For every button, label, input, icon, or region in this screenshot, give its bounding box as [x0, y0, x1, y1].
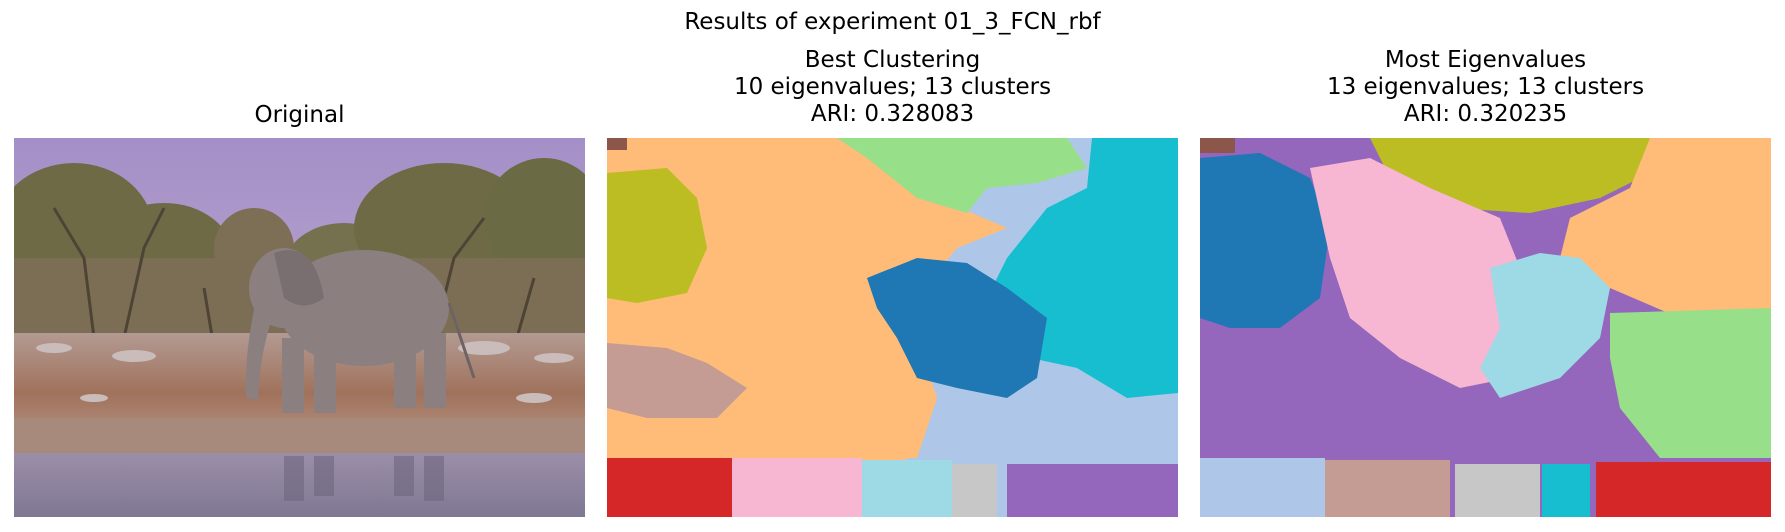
cluster-green — [837, 138, 1087, 213]
cluster-orange — [1560, 138, 1771, 318]
cluster-tan — [607, 343, 747, 418]
cluster-blue — [867, 258, 1047, 398]
cluster-gray — [952, 464, 997, 517]
cluster-red — [1596, 462, 1771, 517]
cluster-pink — [1310, 158, 1530, 388]
cluster-orange — [607, 138, 1007, 517]
gravel-band — [14, 418, 585, 453]
cluster-lightblue — [1200, 458, 1325, 517]
cluster-brown — [607, 138, 627, 150]
cluster-tan — [1325, 460, 1450, 517]
cluster-pink — [732, 458, 862, 517]
cluster-blue — [1200, 153, 1330, 328]
elephant-reflection — [284, 456, 444, 501]
cluster-paleblue — [862, 460, 952, 517]
cluster-cyan — [1542, 464, 1590, 517]
cluster-brown — [1200, 138, 1235, 153]
panel-best-title-line-3: ARI: 0.328083 — [810, 101, 975, 127]
best-clustering-image — [607, 138, 1178, 517]
panel-most-title-line-3: ARI: 0.320235 — [1403, 101, 1568, 127]
most-eigenvalues-canvas — [1200, 138, 1771, 517]
panel-most-title-line-1: Most Eigenvalues — [1384, 47, 1587, 73]
panel-best-title-line-2: 10 eigenvalues; 13 clusters — [733, 74, 1052, 100]
panel-original-title: Original — [14, 102, 585, 129]
cluster-red — [607, 458, 732, 517]
cluster-purple — [1007, 464, 1178, 517]
elephant — [245, 248, 476, 413]
cluster-olive — [607, 168, 707, 303]
panel-best-title: Best Clustering 10 eigenvalues; 13 clust… — [607, 47, 1178, 128]
panel-original-title-line-1: Original — [254, 102, 345, 128]
cluster-paleblue — [1480, 253, 1610, 398]
best-clustering-canvas — [607, 138, 1178, 517]
panel-most-title-line-2: 13 eigenvalues; 13 clusters — [1326, 74, 1645, 100]
cluster-green — [1610, 308, 1771, 458]
original-image-canvas — [14, 138, 585, 517]
cluster-gray — [1455, 464, 1540, 517]
original-image — [14, 138, 585, 517]
figure-title: Results of experiment 01_3_FCN_rbf — [684, 9, 1101, 35]
panel-best-title-line-1: Best Clustering — [804, 47, 981, 73]
most-eigenvalues-image — [1200, 138, 1771, 517]
panel-most-title: Most Eigenvalues 13 eigenvalues; 13 clus… — [1200, 47, 1771, 128]
